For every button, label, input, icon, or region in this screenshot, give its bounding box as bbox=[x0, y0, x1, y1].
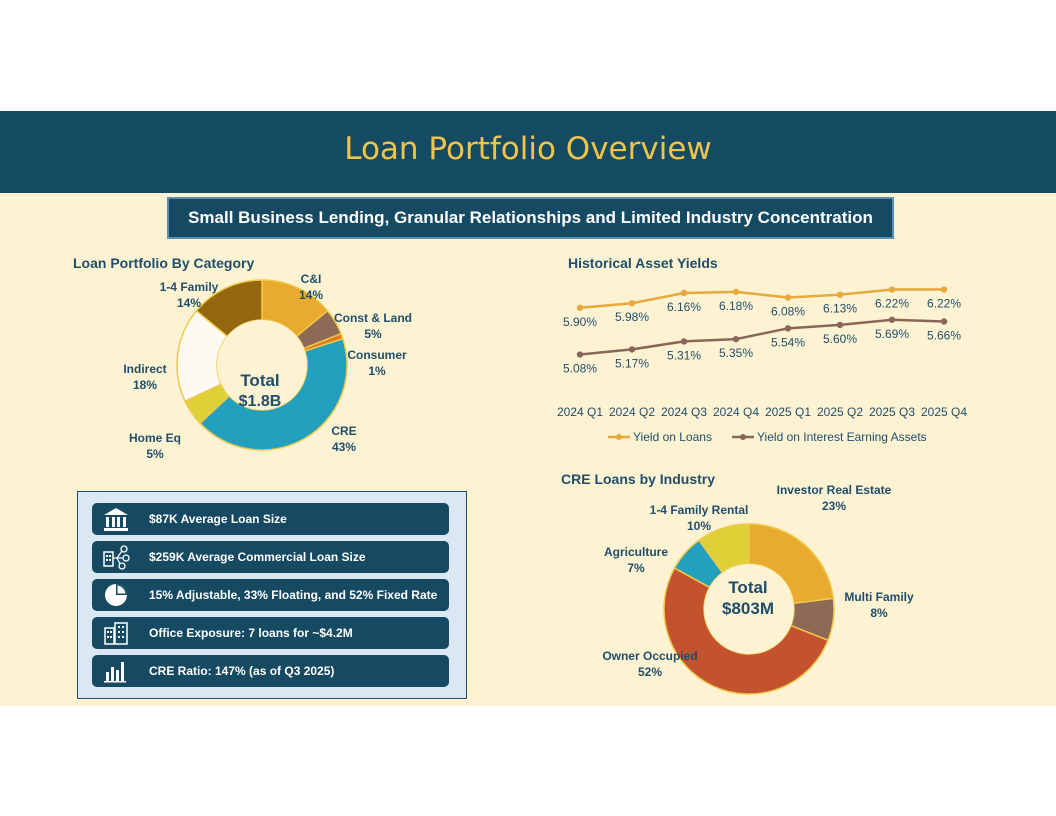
cre-hole bbox=[704, 564, 794, 654]
data-point bbox=[888, 316, 896, 323]
data-label: 6.18% bbox=[719, 299, 753, 313]
yields-line-chart: 5.90% 5.98% 6.16% 6.18% 6.08% 6.13% 6.22% 6.22%… bbox=[557, 286, 967, 444]
data-label: 6.08% bbox=[771, 305, 805, 319]
data-label: 5.31% bbox=[667, 348, 701, 362]
loan-center-value: $1.8B bbox=[239, 393, 282, 410]
data-point bbox=[732, 288, 740, 296]
stat-rate-mix: 15% Adjustable, 33% Floating, and 52% Fi… bbox=[92, 579, 449, 611]
label-home-eq: Home Eq 5% bbox=[129, 431, 181, 461]
stat-average-loan-size: $87K Average Loan Size bbox=[92, 503, 449, 535]
data-label: 5.35% bbox=[719, 346, 753, 360]
series-line-earning-assets bbox=[579, 318, 945, 356]
label-const-land: Const & Land 5% bbox=[334, 311, 412, 341]
data-label: 5.69% bbox=[875, 327, 909, 341]
data-point bbox=[576, 351, 584, 358]
stat-text: $259K Average Commercial Loan Size bbox=[149, 550, 366, 564]
data-point bbox=[576, 304, 584, 311]
cre-heading: CRE Loans by Industry bbox=[561, 471, 716, 487]
stat-text: CRE Ratio: 147% (as of Q3 2025) bbox=[149, 664, 335, 678]
data-point bbox=[940, 286, 948, 293]
data-label: 6.13% bbox=[823, 302, 857, 316]
stat-text: 15% Adjustable, 33% Floating, and 52% Fi… bbox=[149, 588, 438, 602]
key-stats-panel: $87K Average Loan Size $259K Average Com… bbox=[77, 491, 467, 699]
x-tick-label: 2024 Q1 bbox=[557, 405, 603, 419]
data-label: 5.90% bbox=[563, 315, 597, 329]
cre-center-total: Total bbox=[728, 578, 767, 597]
data-label: 6.22% bbox=[927, 297, 961, 311]
legend-marker bbox=[740, 434, 746, 440]
yields-heading: Historical Asset Yields bbox=[568, 255, 718, 271]
data-point bbox=[732, 335, 740, 343]
stat-commercial-loan-size: $259K Average Commercial Loan Size bbox=[92, 541, 449, 573]
loan-portfolio-heading: Loan Portfolio By Category bbox=[73, 255, 255, 271]
data-label: 5.17% bbox=[615, 356, 649, 370]
data-label: 6.16% bbox=[667, 300, 701, 314]
label-1-4-family-rental: 1-4 Family Rental 10% bbox=[650, 503, 749, 533]
loan-center-total: Total bbox=[240, 371, 279, 390]
label-1-4-family: 1-4 Family 14% bbox=[160, 280, 219, 310]
slide: Loan Portfolio Overview Small Business L… bbox=[0, 111, 1056, 706]
data-label: 5.60% bbox=[823, 332, 857, 346]
page-title: Loan Portfolio Overview bbox=[344, 131, 712, 167]
x-tick-label: 2024 Q2 bbox=[609, 405, 655, 419]
x-tick-label: 2025 Q1 bbox=[765, 405, 811, 419]
x-tick-label: 2025 Q2 bbox=[817, 405, 863, 419]
cre-center-value: $803M bbox=[722, 599, 774, 618]
data-point bbox=[836, 321, 844, 329]
legend-marker bbox=[616, 434, 622, 440]
legend-label: Yield on Interest Earning Assets bbox=[757, 430, 927, 444]
stat-text: $87K Average Loan Size bbox=[149, 512, 287, 526]
data-point bbox=[836, 291, 844, 298]
x-tick-label: 2024 Q4 bbox=[713, 405, 759, 419]
label-owner-occupied: Owner Occupied 52% bbox=[602, 649, 697, 679]
bar-chart-icon bbox=[104, 662, 126, 683]
office-building-icon bbox=[104, 622, 128, 645]
stat-cre-ratio: CRE Ratio: 147% (as of Q3 2025) bbox=[92, 655, 449, 687]
data-point bbox=[680, 338, 688, 345]
x-tick-label: 2025 Q4 bbox=[921, 405, 967, 419]
cre-donut-chart: Total $803M Investor Real Estate 23% Mult… bbox=[602, 483, 914, 695]
data-label: 5.98% bbox=[615, 310, 649, 324]
data-point bbox=[888, 286, 896, 293]
loan-hole bbox=[217, 320, 307, 410]
data-label: 6.22% bbox=[875, 297, 909, 311]
x-tick-label: 2025 Q3 bbox=[869, 405, 915, 419]
label-cre: CRE 43% bbox=[331, 424, 356, 454]
data-point bbox=[784, 294, 792, 301]
data-point bbox=[628, 300, 636, 307]
pie-chart-icon bbox=[105, 584, 127, 606]
data-point bbox=[940, 318, 948, 325]
data-point bbox=[680, 289, 688, 297]
data-label: 5.66% bbox=[927, 328, 961, 342]
series-line-loans bbox=[579, 288, 944, 310]
data-point bbox=[784, 325, 792, 332]
data-label: 5.54% bbox=[771, 335, 805, 349]
x-tick-label: 2024 Q3 bbox=[661, 405, 707, 419]
label-cni: C&I 14% bbox=[299, 272, 323, 302]
network-icon bbox=[103, 545, 130, 570]
title-banner: Loan Portfolio Overview bbox=[0, 111, 1056, 193]
data-label: 5.08% bbox=[563, 362, 597, 376]
data-point bbox=[628, 346, 636, 353]
label-consumer: Consumer 1% bbox=[347, 348, 407, 378]
label-investor-re: Investor Real Estate 23% bbox=[777, 483, 892, 513]
stat-office-exposure: Office Exposure: 7 loans for ~$4.2M bbox=[92, 617, 449, 649]
stat-text: Office Exposure: 7 loans for ~$4.2M bbox=[149, 626, 353, 640]
label-indirect: Indirect 18% bbox=[123, 362, 166, 392]
label-multi-family: Multi Family 8% bbox=[844, 590, 914, 620]
bank-icon bbox=[104, 508, 128, 531]
loan-portfolio-donut-chart: Total $1.8B C&I 14% Const & Land 5% Consum… bbox=[123, 272, 412, 461]
label-agriculture: Agriculture 7% bbox=[604, 545, 668, 575]
legend-label: Yield on Loans bbox=[633, 430, 712, 444]
subtitle-banner: Small Business Lending, Granular Relatio… bbox=[167, 197, 894, 239]
